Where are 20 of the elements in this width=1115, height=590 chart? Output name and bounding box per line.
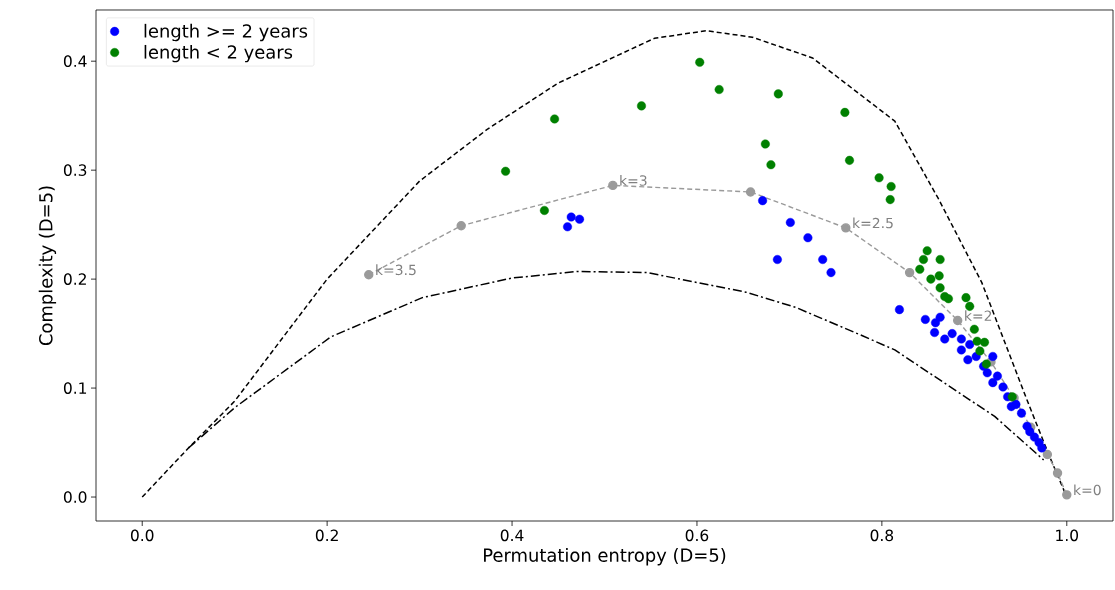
- x-tick-label: 0.8: [870, 529, 894, 542]
- x-tick-label: 0.4: [500, 529, 524, 542]
- y-tick-label: 0.0: [63, 491, 87, 503]
- legend-label: length < 2 years: [144, 44, 293, 63]
- annotation: k=0: [1074, 484, 1101, 496]
- annotation: k=3: [620, 175, 647, 186]
- y-tick-label: 0.2: [63, 273, 86, 285]
- y-tick-label: 0.3: [63, 164, 87, 176]
- x-tick-label: 0.2: [315, 529, 338, 542]
- x-axis-title: Permutation entropy (D=5): [484, 548, 726, 566]
- y-tick-label: 0.4: [63, 55, 87, 68]
- x-tick-label: 1.0: [1056, 529, 1079, 542]
- legend-label: length >= 2 years: [144, 23, 308, 42]
- x-tick-label: 0.6: [685, 529, 709, 542]
- y-axis-title: Complexity (D=5): [38, 186, 57, 346]
- annotation: k=2.5: [853, 217, 893, 229]
- annotation: k=2: [965, 310, 992, 321]
- y-tick-label: 0.1: [63, 382, 87, 394]
- annotation: k=3.5: [376, 264, 416, 276]
- x-tick-label: 0.0: [130, 529, 154, 542]
